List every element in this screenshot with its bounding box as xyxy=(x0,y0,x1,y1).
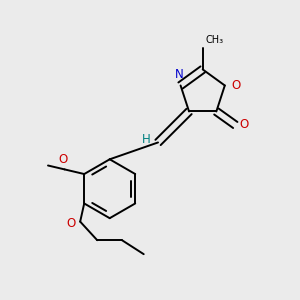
Text: H: H xyxy=(142,133,150,146)
Text: O: O xyxy=(239,118,248,131)
Text: O: O xyxy=(66,217,76,230)
Text: O: O xyxy=(232,79,241,92)
Text: CH₃: CH₃ xyxy=(206,34,224,45)
Text: N: N xyxy=(175,68,183,81)
Text: O: O xyxy=(58,153,68,166)
